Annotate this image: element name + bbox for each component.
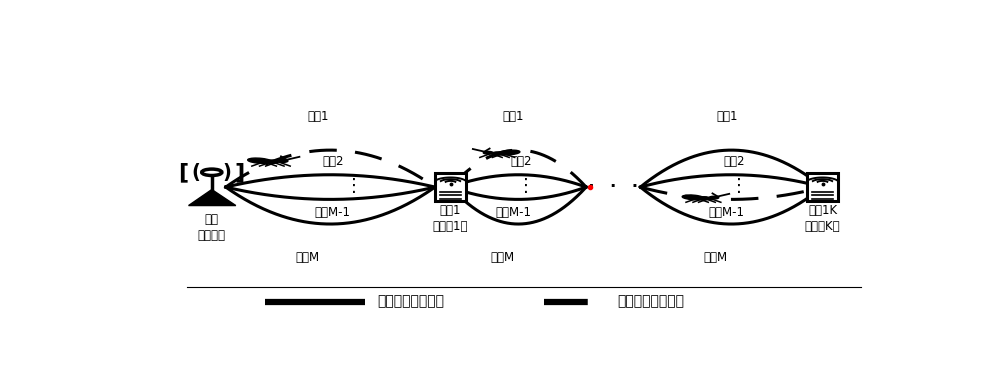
Text: 路垄2: 路垄2 — [511, 155, 532, 168]
FancyBboxPatch shape — [435, 173, 466, 202]
Text: 用户1K
（食物K）: 用户1K （食物K） — [805, 204, 840, 233]
Ellipse shape — [277, 159, 288, 162]
Text: ⋮: ⋮ — [345, 177, 363, 195]
Text: (: ( — [192, 163, 201, 182]
Text: ): ) — [223, 163, 232, 182]
FancyBboxPatch shape — [807, 173, 838, 202]
Text: ]: ] — [235, 162, 245, 182]
Ellipse shape — [266, 160, 278, 163]
Text: 路垄1: 路垄1 — [503, 110, 524, 123]
Text: 路垄2: 路垄2 — [323, 155, 344, 168]
Text: 路垄2: 路垄2 — [724, 155, 745, 168]
Ellipse shape — [492, 152, 504, 155]
Ellipse shape — [483, 152, 493, 154]
Ellipse shape — [248, 158, 271, 163]
Text: 选择路塁（波束）: 选择路塁（波束） — [617, 295, 684, 309]
Text: 路塁M-1: 路塁M-1 — [315, 206, 351, 219]
Text: · · ·: · · · — [586, 178, 640, 196]
Text: 用户1
（食炉1）: 用户1 （食炉1） — [433, 204, 468, 233]
Text: 备选路塁（波束）: 备选路塁（波束） — [377, 295, 444, 309]
Text: ⋮: ⋮ — [730, 177, 748, 195]
Text: 路塁M: 路塁M — [704, 251, 728, 264]
Text: ⋮: ⋮ — [517, 177, 535, 195]
Text: 路塁M: 路塁M — [491, 251, 515, 264]
Ellipse shape — [682, 195, 704, 200]
Ellipse shape — [709, 196, 719, 199]
Text: 路塁M: 路塁M — [295, 251, 319, 264]
Text: 基站
（蚁巢）: 基站 （蚁巢） — [198, 213, 226, 242]
Ellipse shape — [699, 197, 710, 200]
Text: 路塁M-1: 路塁M-1 — [708, 206, 744, 219]
Text: 路塁M-1: 路塁M-1 — [495, 206, 531, 219]
Text: [: [ — [178, 162, 188, 182]
Text: 路垄1: 路垄1 — [307, 110, 329, 123]
Text: 路垄1: 路垄1 — [716, 110, 737, 123]
Polygon shape — [189, 190, 236, 206]
Ellipse shape — [498, 150, 520, 155]
